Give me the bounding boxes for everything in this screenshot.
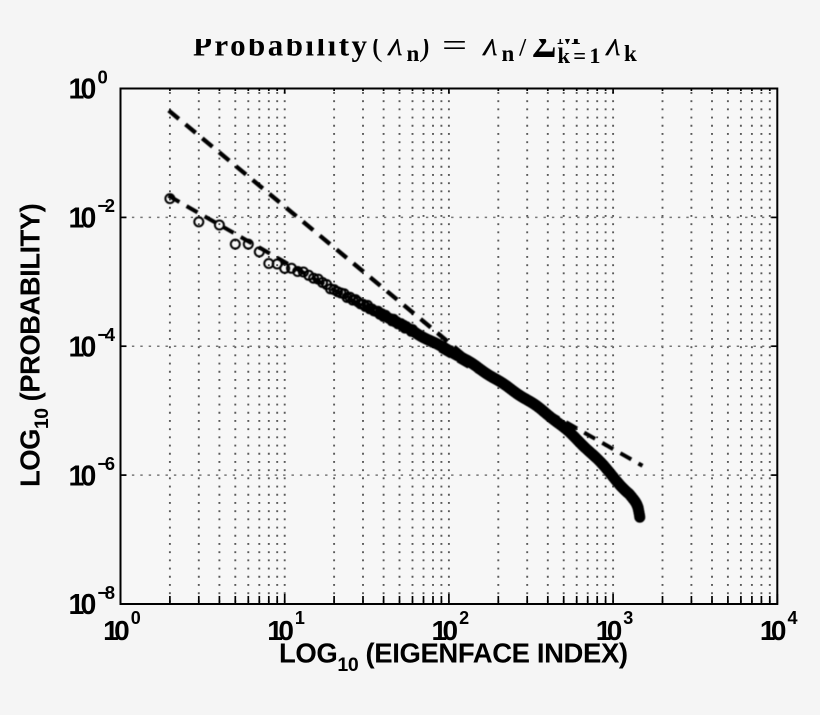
- svg-text:10: 10: [103, 615, 130, 646]
- svg-text:−8: −8: [98, 582, 116, 603]
- svg-text:2: 2: [459, 608, 469, 628]
- svg-text:10: 10: [69, 331, 97, 363]
- svg-text:10: 10: [760, 615, 787, 646]
- svg-text:0: 0: [131, 608, 141, 628]
- svg-text:4: 4: [788, 608, 798, 628]
- svg-text:10: 10: [432, 615, 459, 646]
- svg-text:−2: −2: [98, 195, 116, 216]
- svg-text:3: 3: [623, 608, 633, 628]
- svg-text:k: k: [624, 41, 637, 66]
- svg-text:10: 10: [69, 74, 97, 106]
- svg-text:−4: −4: [98, 324, 116, 345]
- svg-text:(: (: [372, 27, 383, 63]
- svg-text:10: 10: [267, 615, 294, 646]
- svg-text:0: 0: [98, 66, 108, 87]
- svg-text:n: n: [407, 41, 420, 66]
- svg-text:/: /: [519, 27, 528, 63]
- svg-text:−6: −6: [98, 453, 116, 474]
- svg-text:10: 10: [596, 615, 623, 646]
- svg-text:k=1: k=1: [558, 43, 601, 68]
- svg-text:n: n: [502, 41, 515, 66]
- svg-text:10: 10: [69, 589, 97, 621]
- svg-text:): ): [419, 27, 430, 63]
- svg-text:10: 10: [69, 460, 97, 492]
- svg-text:10: 10: [69, 203, 97, 235]
- svg-text:1: 1: [295, 608, 305, 628]
